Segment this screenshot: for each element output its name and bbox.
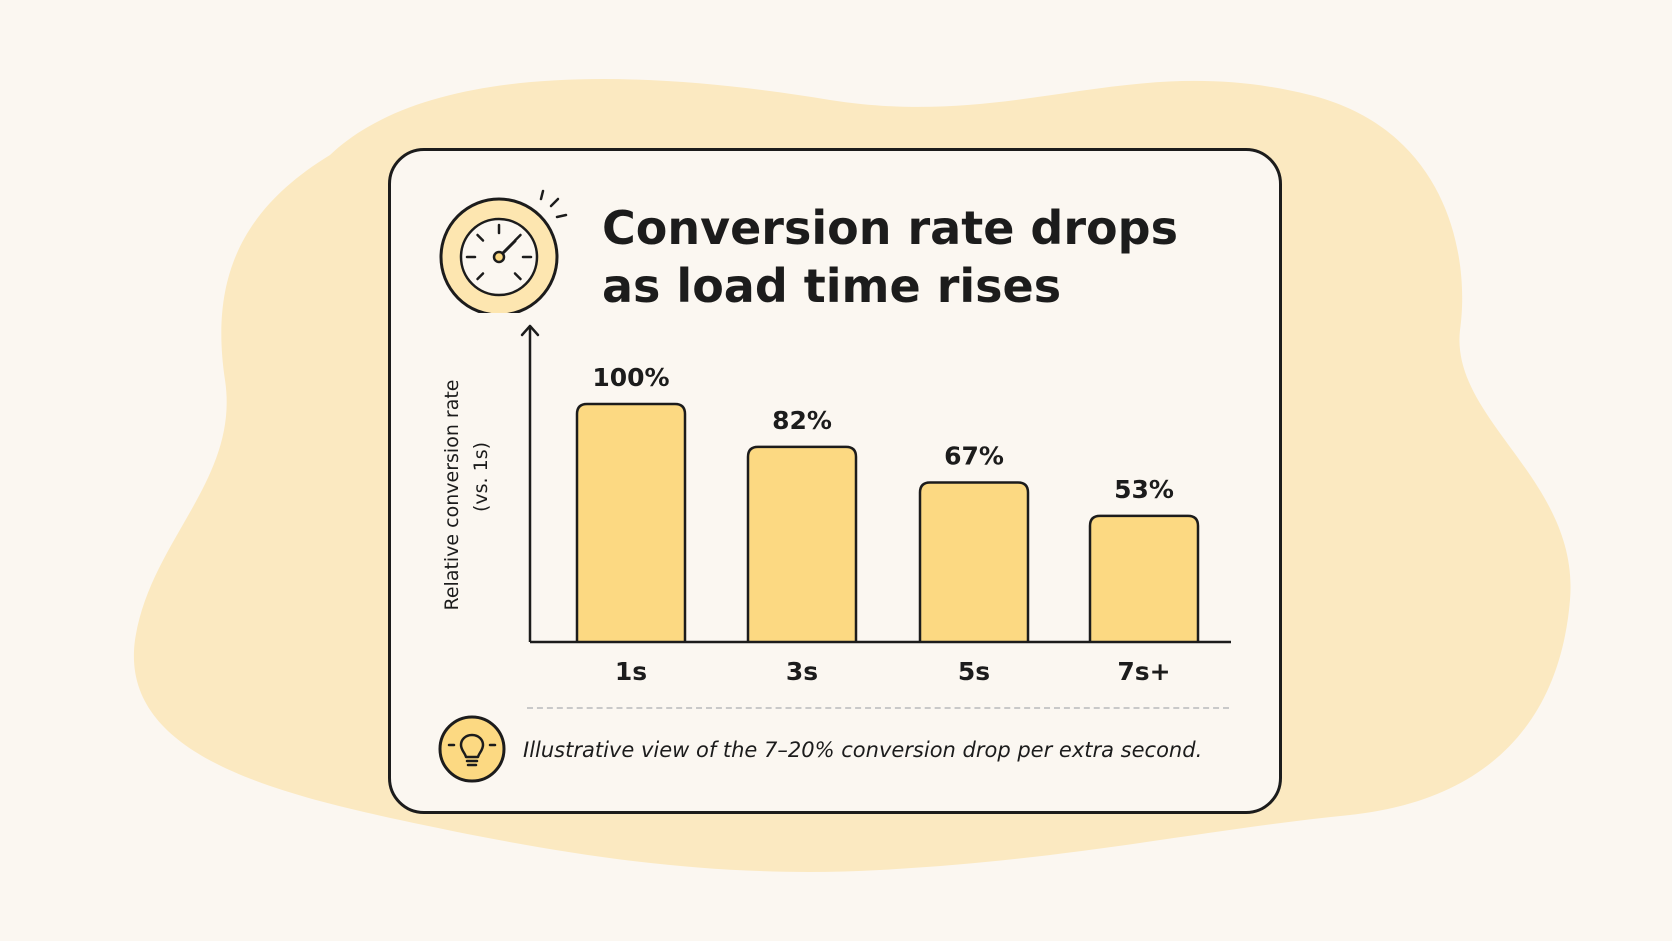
dashed-divider [527,707,1229,709]
bar-value-label: 67% [944,442,1004,471]
bulb-glass [459,733,485,759]
bar-1s [575,402,687,642]
bar-7s+ [1088,514,1200,642]
gauge-hub [492,250,506,264]
gauge-spark-lines [539,189,568,219]
lightbulb-icon [438,715,506,783]
y-axis-label: Relative conversion rate [441,380,463,611]
footnote-text: Illustrative view of the 7–20% conversio… [523,738,1203,762]
bar-chart: 100% 1s 82% 3s 67% 5s 53% 7s+ Relative conversio… [441,324,1231,686]
y-axis-arrow [520,324,540,337]
y-axis-sublabel: (vs. 1s) [470,442,492,512]
speedometer-icon [439,189,568,313]
gauge-ticks [465,223,533,281]
chart-title: Conversion rate drops as load time rises [602,201,1178,313]
x-tick-label: 3s [786,657,818,686]
bar-5s [918,481,1030,642]
bar-3s [746,445,858,642]
x-tick-label: 1s [615,657,647,686]
bulb-badge-circle [438,715,506,783]
bar-value-label: 82% [772,406,832,435]
x-tick-label: 7s+ [1117,657,1170,686]
chart-card: Conversion rate drops as load time rises… [388,148,1282,814]
x-tick-label: 5s [958,657,990,686]
bar-value-label: 100% [592,363,669,392]
bar-value-label: 53% [1114,475,1174,504]
